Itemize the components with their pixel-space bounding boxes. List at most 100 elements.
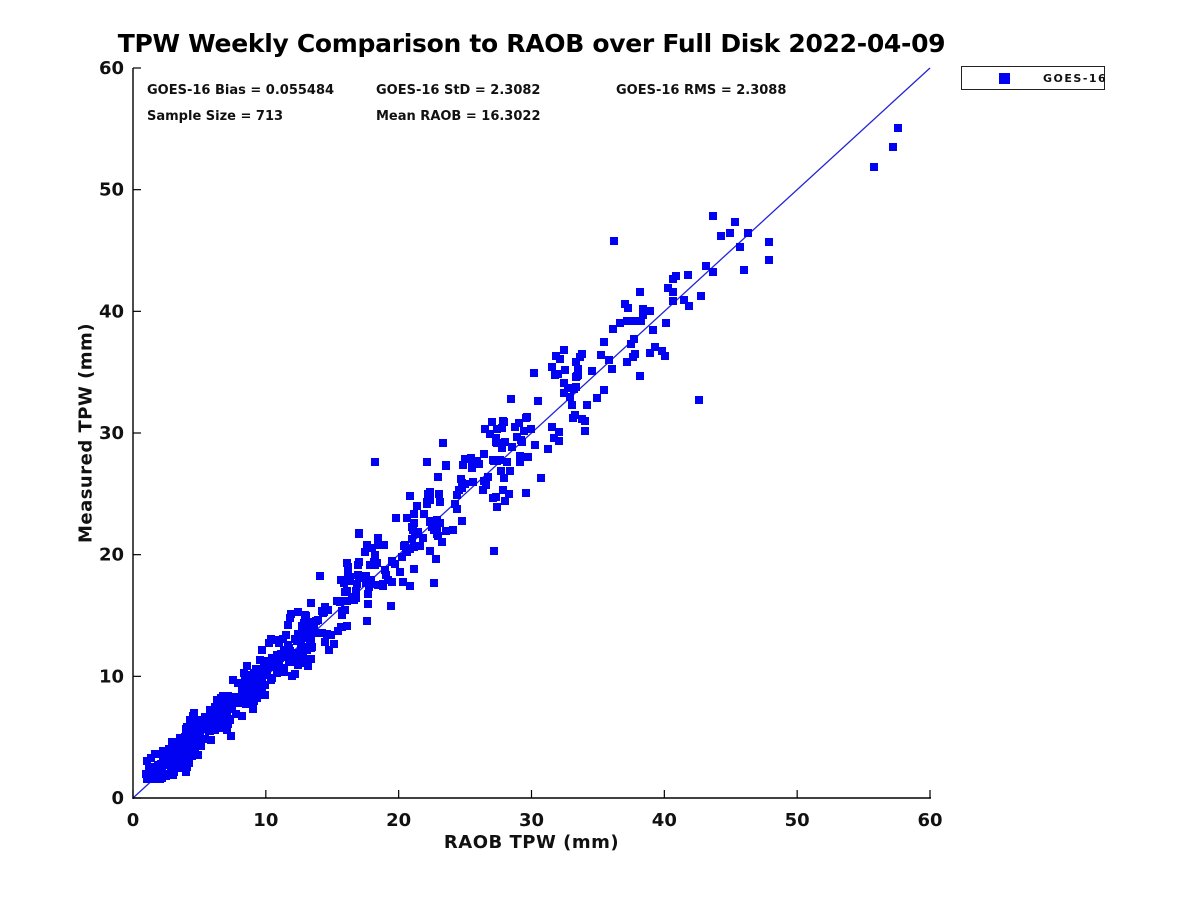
scatter-point <box>379 582 387 590</box>
scatter-point <box>661 352 669 360</box>
scatter-point <box>142 770 150 778</box>
x-tick-label: 40 <box>652 810 677 831</box>
scatter-point <box>182 735 190 743</box>
scatter-point <box>399 578 407 586</box>
scatter-point <box>325 646 333 654</box>
scatter-point <box>560 346 568 354</box>
scatter-point <box>709 212 717 220</box>
y-tick-label: 10 <box>99 666 124 687</box>
scatter-point <box>240 669 248 677</box>
scatter-point <box>286 658 294 666</box>
scatter-point <box>288 672 296 680</box>
scatter-point <box>184 741 192 749</box>
scatter-point <box>576 353 584 361</box>
scatter-point <box>548 423 556 431</box>
scatter-point <box>523 413 531 421</box>
scatter-point <box>457 475 465 483</box>
scatter-point <box>243 662 251 670</box>
scatter-point <box>610 237 618 245</box>
scatter-point <box>621 300 629 308</box>
scatter-point <box>426 488 434 496</box>
scatter-point <box>544 445 552 453</box>
scatter-point <box>258 646 266 654</box>
scatter-point <box>343 597 351 605</box>
scatter-point <box>889 143 897 151</box>
scatter-point <box>709 268 717 276</box>
scatter-point <box>298 622 306 630</box>
scatter-point <box>410 543 418 551</box>
scatter-point <box>292 658 300 666</box>
scatter-point <box>222 709 230 717</box>
scatter-point <box>451 500 459 508</box>
scatter-point <box>371 551 379 559</box>
scatter-point <box>337 576 345 584</box>
scatter-point <box>321 603 329 611</box>
scatter-point <box>740 266 748 274</box>
scatter-point <box>220 692 228 700</box>
scatter-point <box>249 705 257 713</box>
scatter-point <box>629 317 637 325</box>
scatter-point <box>308 643 316 651</box>
scatter-point <box>190 709 198 717</box>
scatter-point <box>374 581 382 589</box>
y-tick-label: 30 <box>99 423 124 444</box>
scatter-point <box>518 438 526 446</box>
scatter-point <box>449 526 457 534</box>
scatter-point <box>159 747 167 755</box>
scatter-point <box>588 367 596 375</box>
scatter-point <box>301 632 309 640</box>
legend-entry-label: GOES-16 <box>1043 71 1108 85</box>
scatter-point <box>297 641 305 649</box>
scatter-point <box>438 538 446 546</box>
scatter-point <box>697 292 705 300</box>
scatter-point <box>639 305 647 313</box>
scatter-point <box>498 424 506 432</box>
scatter-point <box>241 678 249 686</box>
x-tick-label: 30 <box>519 810 544 831</box>
scatter-point <box>731 218 739 226</box>
scatter-point <box>177 736 185 744</box>
scatter-point <box>501 497 509 505</box>
scatter-point <box>277 652 285 660</box>
scatter-point <box>213 705 221 713</box>
scatter-point <box>343 587 351 595</box>
stat-sample-size: Sample Size = 713 <box>147 109 284 124</box>
scatter-point <box>396 568 404 576</box>
scatter-point <box>426 547 434 555</box>
scatter-point <box>500 474 508 482</box>
scatter-point <box>530 369 538 377</box>
scatter-point <box>414 528 422 536</box>
scatter-point <box>232 693 240 701</box>
scatter-point <box>166 770 174 778</box>
x-axis-label: RAOB TPW (mm) <box>443 832 620 853</box>
scatter-point <box>398 553 406 561</box>
scatter-point <box>765 256 773 264</box>
scatter-point <box>261 691 269 699</box>
scatter-point <box>410 565 418 573</box>
scatter-point <box>387 602 395 610</box>
scatter-point <box>608 365 616 373</box>
scatter-point <box>354 561 362 569</box>
stat-rms: GOES-16 RMS = 2.3088 <box>616 83 787 98</box>
scatter-point <box>238 687 246 695</box>
scatter-point <box>507 395 515 403</box>
scatter-point <box>468 459 476 467</box>
y-tick-label: 40 <box>99 301 124 322</box>
scatter-point <box>669 297 677 305</box>
scatter-point <box>150 771 158 779</box>
scatter-point <box>516 458 524 466</box>
scatter-point <box>609 325 617 333</box>
scatter-point <box>459 461 467 469</box>
scatter-point <box>581 417 589 425</box>
scatter-point <box>314 629 322 637</box>
scatter-point <box>572 358 580 366</box>
scatter-point <box>368 544 376 552</box>
scatter-point <box>185 759 193 767</box>
scatter-point <box>616 319 624 327</box>
scatter-point <box>406 492 414 500</box>
scatter-point <box>436 519 444 527</box>
scatter-point <box>232 710 240 718</box>
scatter-point <box>505 490 513 498</box>
scatter-point <box>363 541 371 549</box>
scatter-point <box>361 548 369 556</box>
